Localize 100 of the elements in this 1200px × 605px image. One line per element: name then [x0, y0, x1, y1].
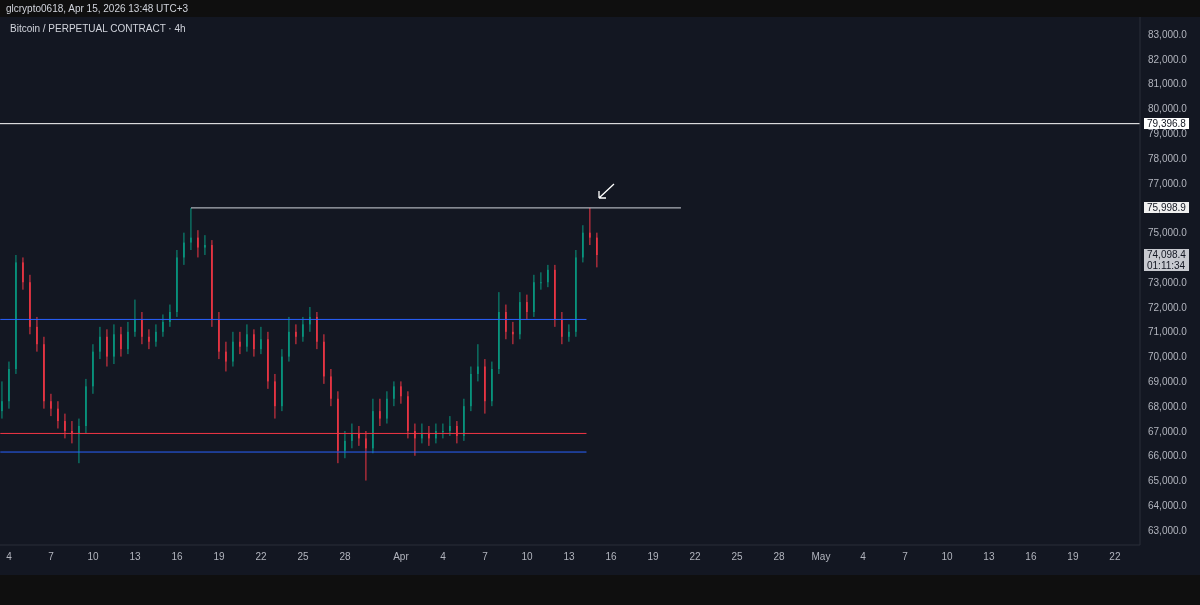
candlestick: [295, 323, 297, 345]
candlestick: [148, 328, 150, 350]
candlestick: [470, 366, 472, 412]
candlestick: [519, 291, 521, 340]
x-tick-label: 10: [941, 551, 953, 563]
candlestick: [120, 326, 122, 358]
x-tick-label: 10: [87, 551, 100, 563]
candlestick: [155, 323, 157, 348]
y-tick-label: 70,000.0: [1148, 351, 1188, 363]
candlestick: [316, 311, 318, 350]
candlestick: [218, 311, 220, 360]
candlestick: [225, 341, 227, 372]
x-tick-label: 7: [482, 551, 489, 563]
x-tick-label: 28: [339, 551, 351, 563]
x-tick-label: 22: [255, 551, 268, 563]
y-tick-label: 73,000.0: [1148, 276, 1188, 288]
candlestick: [211, 239, 213, 328]
y-tick-label: 71,000.0: [1148, 326, 1188, 338]
candlestick: [253, 328, 255, 358]
candlestick: [288, 316, 290, 363]
candlestick: [421, 423, 423, 444]
x-tick-label: 7: [48, 551, 55, 563]
x-tick-label: 13: [129, 551, 142, 563]
y-tick-label: 79,000.0: [1148, 128, 1188, 140]
y-tick-label: 66,000.0: [1148, 450, 1188, 462]
candlestick: [50, 393, 52, 417]
candlestick: [554, 264, 556, 328]
x-tick-label: 19: [1067, 551, 1079, 563]
x-tick-label: 19: [647, 551, 659, 563]
candlestick: [78, 418, 80, 464]
candlestick: [533, 274, 535, 318]
candlestick: [442, 423, 444, 439]
y-tick-label: 81,000.0: [1148, 78, 1188, 90]
x-tick-label: May: [811, 551, 831, 563]
candlestick: [351, 423, 353, 449]
y-tick-label: 63,000.0: [1148, 524, 1188, 536]
x-tick-label: 7: [902, 551, 909, 563]
candlestick: [169, 304, 171, 328]
candlestick: [8, 361, 10, 410]
y-tick-label: 80,000.0: [1148, 103, 1188, 115]
candlestick: [190, 207, 192, 251]
y-tick-label: 72,000.0: [1148, 301, 1188, 313]
candlestick: [15, 254, 17, 375]
candlestick: [29, 274, 31, 335]
candlestick: [435, 423, 437, 444]
candlestick: [204, 234, 206, 256]
candlestick: [498, 291, 500, 375]
candlestick: [127, 321, 129, 355]
candlestick: [568, 323, 570, 343]
x-tick-label: 25: [297, 551, 310, 563]
candlestick: [267, 331, 269, 390]
candlestick: [239, 331, 241, 355]
y-tick-label: 83,000.0: [1148, 28, 1188, 40]
y-tick-label: 69,000.0: [1148, 375, 1188, 387]
candlestick: [183, 232, 185, 266]
candlestick: [400, 380, 402, 405]
candlestick: [274, 373, 276, 420]
candlestick: [162, 313, 164, 338]
candlestick: [330, 368, 332, 407]
candlestick: [463, 398, 465, 442]
candlestick: [393, 380, 395, 407]
candlestick: [36, 316, 38, 353]
x-tick-label: 4: [6, 551, 13, 563]
candlestick: [575, 249, 577, 338]
x-tick-label: 10: [521, 551, 533, 563]
candlestick: [344, 430, 346, 459]
candlestick: [491, 361, 493, 407]
y-tick-label: 68,000.0: [1148, 400, 1188, 412]
candlestick: [232, 331, 234, 368]
x-tick-label: 16: [605, 551, 617, 563]
candlestick: [99, 326, 101, 360]
y-tick-label: 64,000.0: [1148, 499, 1188, 511]
x-tick-label: 22: [689, 551, 701, 563]
candlestick: [449, 415, 451, 437]
candlestick: [477, 343, 479, 382]
candlestick: [309, 306, 311, 333]
x-tick-label: 4: [860, 551, 867, 563]
candlestick: [113, 323, 115, 365]
candlestick: [505, 304, 507, 340]
x-tick-label: 4: [440, 551, 447, 563]
candlestick: [141, 311, 143, 345]
text: glcrypto0618, Apr 15, 2026 13:48 UTC+3: [6, 3, 189, 14]
candlestick: [547, 264, 549, 288]
candlestick: [386, 390, 388, 425]
text: 74,098.4 01:11:34: [1147, 249, 1186, 271]
candlestick: [589, 207, 591, 246]
text: 75,998.9: [1147, 201, 1186, 213]
y-tick-label: 75,000.0: [1148, 227, 1188, 239]
y-tick-label: 77,000.0: [1148, 177, 1188, 189]
candlestick: [106, 328, 108, 368]
candlestick: [57, 400, 59, 429]
candlestick: [260, 326, 262, 355]
candlestick: [540, 271, 542, 291]
candlestick: [1, 380, 3, 420]
candlestick: [372, 398, 374, 454]
candlestick: [582, 224, 584, 263]
candlestick: [512, 321, 514, 345]
candlestick: [92, 343, 94, 395]
candlestick: [22, 256, 24, 291]
x-tick-label: 22: [1109, 551, 1121, 563]
